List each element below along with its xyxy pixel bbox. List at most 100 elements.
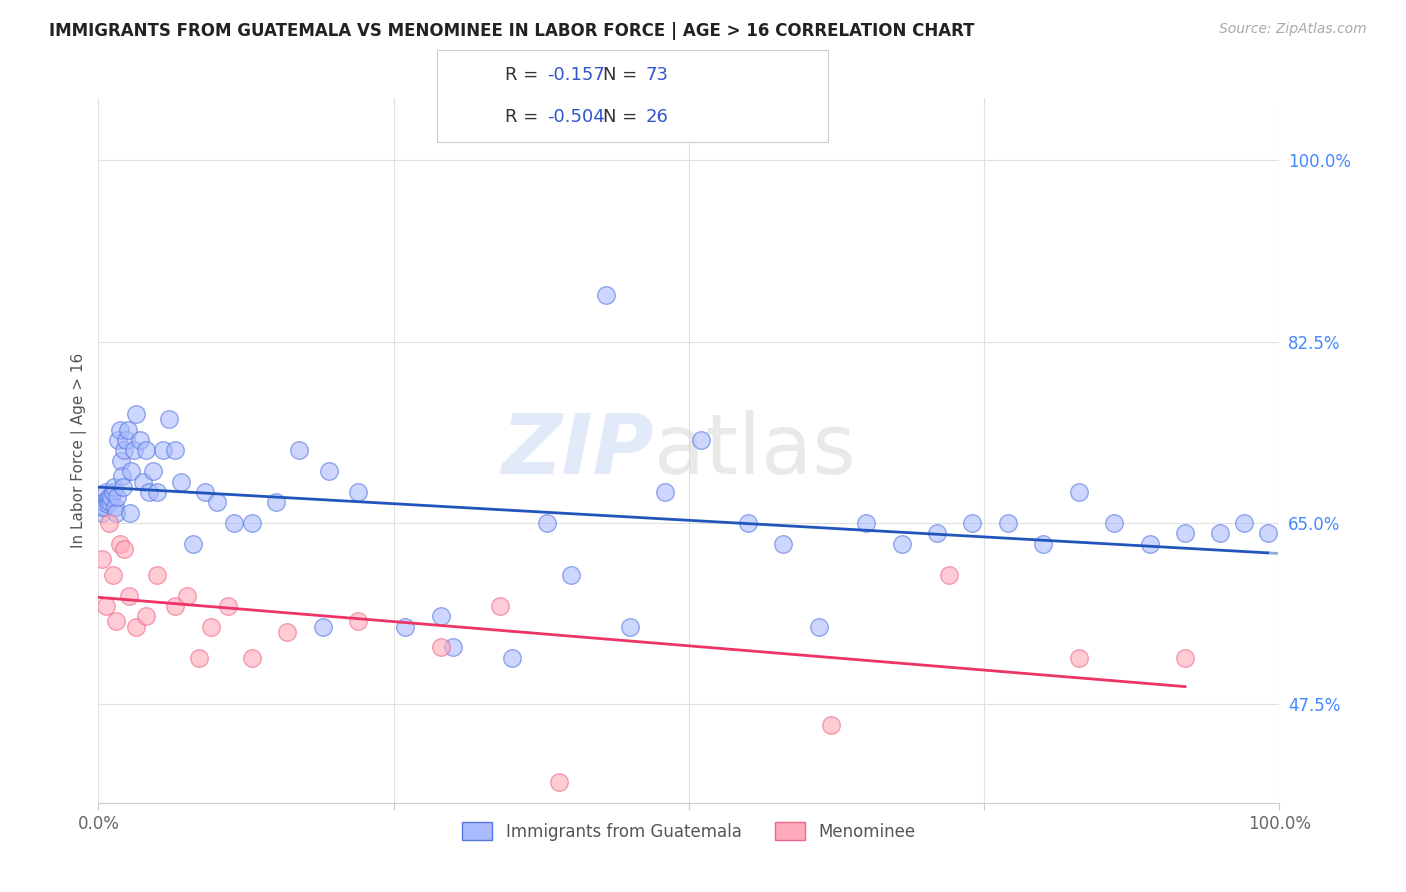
Point <box>100 490 122 504</box>
Point <box>962 516 984 530</box>
Point <box>807 619 830 633</box>
Point <box>135 609 157 624</box>
Point <box>347 484 370 499</box>
Point <box>108 537 131 551</box>
Point <box>117 423 139 437</box>
Point <box>94 599 117 613</box>
Point <box>1067 650 1090 665</box>
Point <box>108 423 131 437</box>
Point <box>170 475 193 489</box>
Point <box>240 650 263 665</box>
Point <box>128 433 150 447</box>
Point <box>114 433 136 447</box>
Point <box>1139 537 1161 551</box>
Point <box>536 516 558 530</box>
Point <box>110 454 132 468</box>
Point <box>120 506 142 520</box>
Point <box>560 567 582 582</box>
Point <box>112 541 135 556</box>
Point <box>94 484 117 499</box>
Point <box>595 288 617 302</box>
Point <box>121 464 143 478</box>
Point <box>118 589 141 603</box>
Point <box>152 443 174 458</box>
Point <box>98 490 121 504</box>
Point <box>654 484 676 499</box>
Point <box>125 619 148 633</box>
Point <box>132 475 155 489</box>
Point <box>925 526 948 541</box>
Point <box>91 495 114 509</box>
Point <box>855 516 877 530</box>
Point <box>98 516 121 530</box>
Point <box>97 497 120 511</box>
Point <box>122 443 145 458</box>
Point <box>1174 650 1197 665</box>
Point <box>430 609 453 624</box>
Point <box>187 650 209 665</box>
Point <box>224 516 246 530</box>
Point <box>689 433 711 447</box>
Point <box>105 490 128 504</box>
Point <box>200 619 222 633</box>
Point <box>103 480 125 494</box>
Point <box>430 640 453 655</box>
Point <box>194 484 217 499</box>
Point <box>142 464 165 478</box>
Point <box>1102 516 1125 530</box>
Point <box>125 407 148 421</box>
Point <box>1032 537 1054 551</box>
Point <box>288 443 311 458</box>
Text: 26: 26 <box>645 108 668 126</box>
Point <box>93 500 115 515</box>
Point <box>181 537 204 551</box>
Text: N =: N = <box>603 66 643 84</box>
Text: 73: 73 <box>645 66 668 84</box>
Point <box>1257 526 1279 541</box>
Point <box>312 619 335 633</box>
Point <box>138 484 160 499</box>
Point <box>205 495 228 509</box>
Point <box>112 443 135 458</box>
Point <box>737 516 759 530</box>
Point <box>91 552 114 566</box>
Point <box>1067 484 1090 499</box>
Point <box>96 493 118 508</box>
Point <box>111 469 134 483</box>
Text: R =: R = <box>505 108 544 126</box>
Point <box>441 640 464 655</box>
Point <box>112 480 135 494</box>
Point <box>820 718 842 732</box>
Point <box>1209 526 1232 541</box>
Point <box>101 567 124 582</box>
Text: atlas: atlas <box>654 410 855 491</box>
Text: -0.157: -0.157 <box>547 66 605 84</box>
Point <box>276 624 298 639</box>
Point <box>90 500 112 515</box>
Point <box>1233 516 1256 530</box>
Text: N =: N = <box>603 108 643 126</box>
Point <box>501 650 523 665</box>
Point <box>217 599 239 613</box>
Point <box>890 537 912 551</box>
Text: ZIP: ZIP <box>501 410 654 491</box>
Point <box>548 775 571 789</box>
Point <box>165 599 187 613</box>
Point <box>107 433 129 447</box>
Point <box>240 516 263 530</box>
Point <box>146 567 169 582</box>
Point <box>104 500 127 515</box>
Point <box>619 619 641 633</box>
Point <box>146 484 169 499</box>
Point <box>1174 526 1197 541</box>
Y-axis label: In Labor Force | Age > 16: In Labor Force | Age > 16 <box>72 353 87 548</box>
Legend: Immigrants from Guatemala, Menominee: Immigrants from Guatemala, Menominee <box>456 816 922 847</box>
Point <box>165 443 187 458</box>
Point <box>135 443 157 458</box>
Point <box>318 464 340 478</box>
Point <box>98 495 121 509</box>
Point <box>91 506 114 520</box>
Text: Source: ZipAtlas.com: Source: ZipAtlas.com <box>1219 22 1367 37</box>
Text: -0.504: -0.504 <box>547 108 605 126</box>
Point <box>997 516 1019 530</box>
